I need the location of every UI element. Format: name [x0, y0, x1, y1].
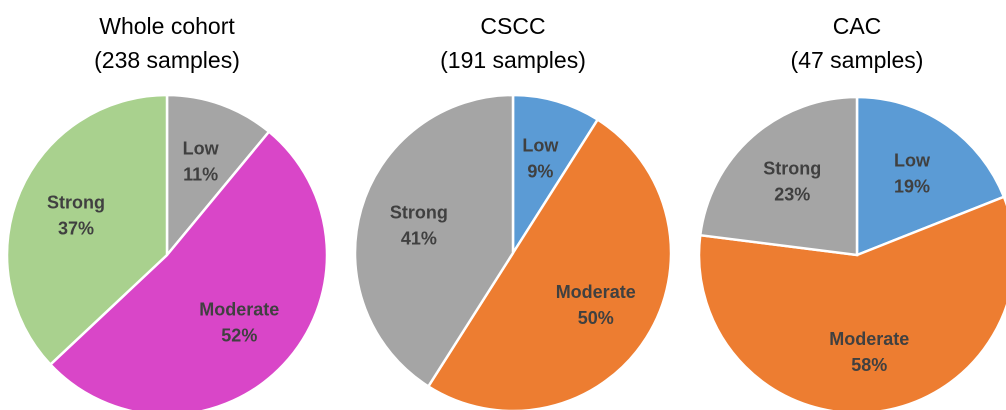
slice-category-label: Strong — [47, 192, 105, 212]
slice-category-label: Low — [522, 136, 559, 156]
chart-title: Whole cohort — [99, 13, 235, 39]
chart-subtitle: (47 samples) — [791, 47, 924, 73]
pie-slice — [353, 93, 515, 389]
chart-title: CSCC — [480, 13, 545, 39]
slice-value-label: 37% — [58, 218, 94, 238]
chart-subtitle: (238 samples) — [94, 47, 240, 73]
chart-subtitle: (191 samples) — [440, 47, 586, 73]
slice-value-label: 52% — [221, 326, 257, 346]
pie-slice — [697, 195, 1006, 410]
chart-title: CAC — [833, 13, 882, 39]
slice-value-label: 58% — [851, 355, 887, 375]
slice-value-label: 23% — [774, 184, 810, 204]
pie-slice — [5, 93, 169, 367]
slice-value-label: 9% — [527, 162, 553, 182]
slice-category-label: Moderate — [556, 282, 636, 302]
slice-category-label: Moderate — [829, 329, 909, 349]
slice-value-label: 41% — [401, 228, 437, 248]
slice-category-label: Low — [183, 138, 220, 158]
pie-slice — [698, 95, 859, 257]
slice-category-label: Moderate — [199, 300, 279, 320]
slice-value-label: 11% — [183, 164, 218, 184]
pie-slice — [855, 95, 1006, 257]
slice-category-label: Low — [894, 151, 931, 171]
slice-category-label: Strong — [763, 158, 821, 178]
pie-slice — [511, 93, 600, 258]
slice-value-label: 19% — [894, 177, 930, 197]
slice-value-label: 50% — [578, 308, 614, 328]
pie-slice — [165, 93, 271, 259]
slice-category-label: Strong — [390, 202, 448, 222]
pie-slice — [48, 129, 329, 410]
